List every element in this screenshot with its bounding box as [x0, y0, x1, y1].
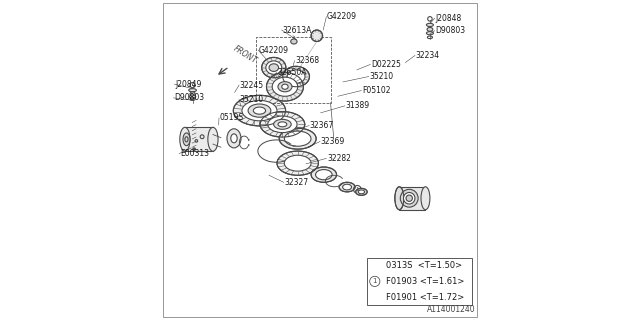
- Ellipse shape: [278, 82, 292, 92]
- Text: G42209: G42209: [327, 12, 357, 21]
- Ellipse shape: [358, 190, 365, 194]
- Text: 32245: 32245: [240, 81, 264, 90]
- Text: 32613A: 32613A: [282, 26, 312, 35]
- Text: 1: 1: [356, 187, 359, 192]
- Ellipse shape: [266, 72, 303, 101]
- Ellipse shape: [248, 104, 271, 117]
- Text: D02225: D02225: [371, 60, 401, 69]
- Text: D90803: D90803: [435, 26, 465, 35]
- Bar: [399, 187, 426, 210]
- Text: J20849: J20849: [175, 80, 202, 89]
- Text: G42209: G42209: [259, 45, 289, 55]
- Ellipse shape: [253, 107, 266, 114]
- Ellipse shape: [291, 39, 297, 44]
- Ellipse shape: [311, 30, 323, 42]
- Ellipse shape: [189, 89, 196, 92]
- Text: 32369: 32369: [321, 137, 345, 146]
- Text: FRONT: FRONT: [232, 44, 259, 66]
- Text: F01903 <T=1.61>: F01903 <T=1.61>: [386, 277, 464, 286]
- Text: 35210: 35210: [240, 95, 264, 104]
- Ellipse shape: [400, 189, 418, 207]
- Text: 32282: 32282: [327, 154, 351, 163]
- Ellipse shape: [190, 92, 195, 96]
- Ellipse shape: [227, 129, 241, 148]
- Ellipse shape: [180, 127, 190, 151]
- Text: 31389: 31389: [346, 101, 370, 110]
- Bar: [255, 37, 330, 103]
- Text: 32327: 32327: [284, 178, 308, 187]
- Ellipse shape: [283, 66, 310, 87]
- Ellipse shape: [356, 188, 367, 196]
- Bar: [185, 127, 213, 151]
- Text: 0519S: 0519S: [220, 114, 244, 123]
- Ellipse shape: [279, 128, 316, 149]
- Ellipse shape: [189, 95, 196, 98]
- Ellipse shape: [193, 148, 195, 150]
- Ellipse shape: [406, 195, 412, 201]
- Ellipse shape: [260, 112, 305, 137]
- Ellipse shape: [287, 70, 305, 83]
- Ellipse shape: [427, 28, 433, 31]
- Ellipse shape: [274, 119, 291, 129]
- Ellipse shape: [231, 134, 237, 143]
- Ellipse shape: [266, 61, 282, 74]
- Text: 0313S  <T=1.50>: 0313S <T=1.50>: [386, 261, 461, 270]
- Ellipse shape: [272, 77, 298, 96]
- Ellipse shape: [426, 23, 433, 27]
- Text: 35210: 35210: [369, 72, 394, 81]
- Ellipse shape: [311, 167, 337, 182]
- Text: A114001240: A114001240: [427, 305, 476, 314]
- Text: D90803: D90803: [174, 93, 204, 102]
- Ellipse shape: [268, 116, 297, 132]
- Text: 32234: 32234: [415, 51, 440, 60]
- Text: 32650A: 32650A: [277, 68, 307, 77]
- Ellipse shape: [403, 193, 415, 204]
- Ellipse shape: [421, 187, 430, 210]
- Ellipse shape: [234, 95, 285, 126]
- Ellipse shape: [284, 155, 311, 171]
- Ellipse shape: [277, 151, 319, 175]
- Text: F05102: F05102: [362, 86, 390, 95]
- Text: E00313: E00313: [180, 149, 209, 158]
- Ellipse shape: [426, 32, 433, 35]
- Text: J20848: J20848: [435, 14, 461, 23]
- Ellipse shape: [278, 122, 287, 127]
- Ellipse shape: [339, 182, 355, 192]
- Ellipse shape: [316, 170, 332, 180]
- Ellipse shape: [282, 84, 288, 89]
- Ellipse shape: [284, 131, 311, 146]
- Text: F01901 <T=1.72>: F01901 <T=1.72>: [386, 292, 464, 302]
- Ellipse shape: [242, 100, 277, 121]
- Ellipse shape: [262, 57, 286, 78]
- Text: 32367: 32367: [310, 121, 334, 130]
- Ellipse shape: [342, 184, 351, 190]
- Text: 1: 1: [372, 278, 377, 284]
- Ellipse shape: [395, 187, 404, 210]
- Ellipse shape: [208, 127, 218, 151]
- Text: 32368: 32368: [295, 56, 319, 65]
- Bar: [367, 258, 472, 305]
- Ellipse shape: [269, 64, 278, 71]
- Ellipse shape: [183, 133, 190, 146]
